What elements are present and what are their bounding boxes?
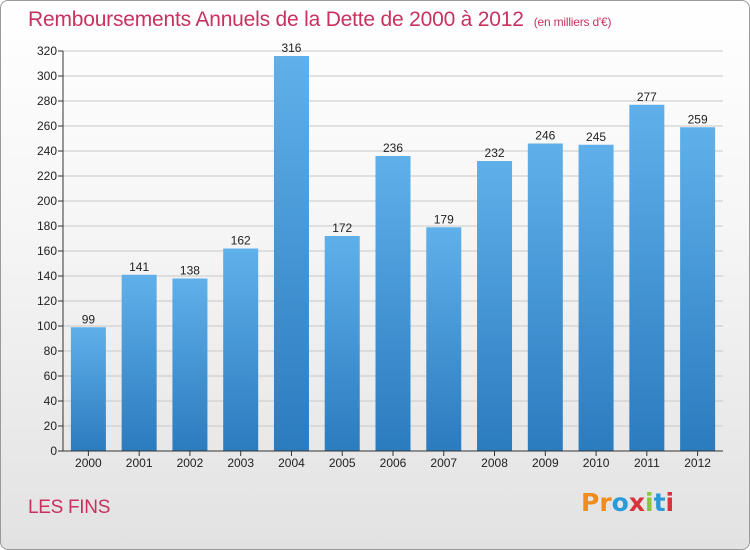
x-tick-label: 2001 (126, 456, 153, 470)
x-tick-label: 2005 (329, 456, 356, 470)
bar (172, 278, 208, 451)
y-tick-label: 240 (37, 144, 57, 158)
bars (70, 56, 716, 451)
bar-value-label: 162 (231, 234, 251, 248)
y-tick-label: 220 (37, 169, 57, 183)
y-tick-label: 280 (37, 94, 57, 108)
x-tick-label: 2004 (278, 456, 305, 470)
proxiti-logo[interactable]: Proxiti (581, 488, 674, 517)
bar-value-label: 245 (586, 130, 606, 144)
bar (121, 274, 157, 451)
bar (578, 144, 614, 451)
logo-letter: x (628, 488, 645, 517)
y-tick-label: 320 (37, 44, 57, 58)
logo-letter: r (599, 488, 612, 517)
bar (629, 104, 665, 451)
bar-value-label: 172 (332, 221, 352, 235)
bar-value-label: 179 (434, 212, 454, 226)
y-tick-label: 40 (44, 394, 58, 408)
bar-value-label: 246 (535, 129, 555, 143)
x-tick-label: 2011 (634, 456, 660, 470)
x-tick-label: 2010 (583, 456, 610, 470)
bar (273, 56, 309, 451)
labels: 0 20 40 60 80 100 120 140 160 180 200 220 240 260 280 3… (37, 41, 711, 470)
bar-value-label: 141 (129, 260, 149, 274)
y-tick-label: 180 (37, 219, 57, 233)
y-tick-label: 160 (37, 244, 57, 258)
logo-letter: t (653, 488, 666, 517)
logo-letter: i (665, 488, 675, 517)
y-tick-label: 0 (50, 444, 57, 458)
bar-value-label: 236 (383, 141, 403, 155)
y-tick-label: 100 (37, 319, 57, 333)
bar-value-label: 277 (637, 90, 657, 104)
bar (375, 156, 411, 451)
y-tick-label: 140 (37, 269, 57, 283)
bar-value-label: 316 (281, 41, 301, 55)
y-tick-label: 200 (37, 194, 57, 208)
x-tick-label: 2006 (380, 456, 407, 470)
chart-title-text: Remboursements Annuels de la Dette de 20… (28, 8, 524, 31)
bar (223, 248, 259, 451)
bar (70, 327, 106, 451)
y-tick-label: 20 (44, 419, 58, 433)
x-tick-label: 2007 (430, 456, 457, 470)
y-tick-label: 80 (44, 344, 58, 358)
x-tick-label: 2003 (227, 456, 254, 470)
axes (58, 50, 723, 456)
y-tick-label: 300 (37, 69, 57, 83)
x-tick-label: 2008 (481, 456, 508, 470)
y-tick-label: 60 (44, 369, 58, 383)
y-tick-label: 120 (37, 294, 57, 308)
bar (426, 227, 462, 451)
chart-subtitle: (en milliers d'€) (533, 15, 612, 29)
x-tick-label: 2002 (177, 456, 204, 470)
bar-value-label: 259 (688, 112, 708, 126)
bar-value-label: 232 (485, 146, 505, 160)
bar (477, 161, 513, 451)
bar (527, 143, 563, 451)
bar (324, 236, 360, 451)
chart-title: Remboursements Annuels de la Dette de 20… (28, 8, 611, 32)
x-tick-label: 2000 (75, 456, 102, 470)
bar-value-label: 138 (180, 264, 200, 278)
logo-letter: i (645, 488, 654, 517)
logo-letter: P (581, 488, 600, 517)
x-tick-label: 2012 (684, 456, 711, 470)
x-tick-label: 2009 (532, 456, 559, 470)
logo-letter: o (611, 488, 629, 517)
bar (680, 127, 716, 451)
y-tick-label: 260 (37, 119, 57, 133)
city-name: LES FINS (28, 497, 111, 518)
bar-value-label: 99 (82, 312, 96, 326)
